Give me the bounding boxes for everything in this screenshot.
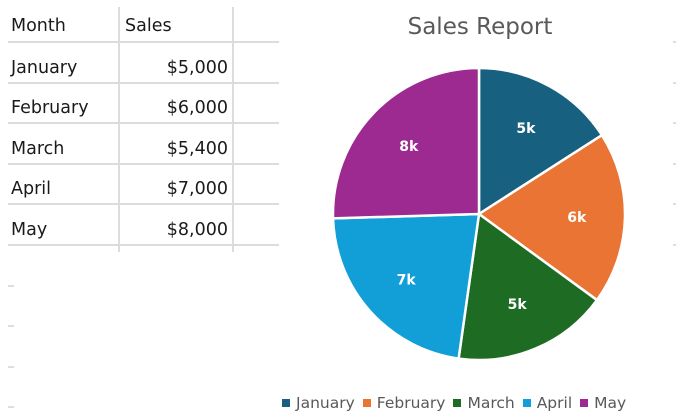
row-tick (8, 325, 14, 327)
pie-slices[interactable] (331, 66, 627, 362)
slice-data-label: 7k (397, 272, 417, 288)
header-month[interactable]: Month (11, 16, 66, 36)
row-tick (8, 366, 14, 368)
legend-swatch-icon (453, 399, 462, 407)
cell-sales[interactable]: $7,000 (166, 179, 228, 199)
cell-sales[interactable]: $6,000 (166, 98, 228, 118)
legend-label: February (376, 394, 446, 412)
legend-item-february[interactable]: February (362, 394, 446, 412)
legend-item-may[interactable]: May (580, 394, 626, 412)
pie-slice-march[interactable] (457, 212, 599, 362)
pie-slice-january[interactable] (477, 66, 604, 216)
pie-slice-april[interactable] (331, 212, 481, 360)
slice-data-label: 5k (516, 121, 536, 137)
row-tick (673, 82, 676, 84)
cell-month[interactable]: February (11, 98, 89, 118)
legend-label: January (296, 394, 355, 412)
row-divider (8, 41, 279, 43)
row-tick (673, 203, 676, 205)
row-tick (673, 163, 676, 165)
column-divider (232, 7, 234, 252)
legend-item-april[interactable]: April (522, 394, 573, 412)
row-tick (8, 285, 14, 287)
slice-data-label: 8k (399, 139, 419, 155)
chart-legend[interactable]: January February March April May (282, 392, 626, 414)
cell-sales[interactable]: $8,000 (166, 220, 228, 240)
row-divider (8, 163, 279, 165)
cell-sales[interactable]: $5,400 (166, 139, 228, 159)
slice-data-label: 5k (508, 297, 528, 313)
row-tick (8, 406, 14, 408)
header-sales[interactable]: Sales (125, 16, 172, 36)
pie-slice-may[interactable] (331, 66, 481, 220)
row-divider (8, 203, 279, 205)
cell-sales[interactable]: $5,000 (166, 58, 228, 78)
legend-label: April (536, 394, 573, 412)
legend-label: March (467, 394, 515, 412)
legend-swatch-icon (362, 399, 371, 407)
legend-label: May (594, 394, 627, 412)
cell-month[interactable]: March (11, 139, 65, 159)
legend-swatch-icon (282, 399, 290, 407)
row-divider (8, 122, 279, 124)
row-divider (8, 244, 279, 246)
row-divider (8, 82, 279, 84)
row-tick (673, 122, 676, 124)
pie-data-labels: 5k 6k 5k 7k 8k (397, 121, 587, 313)
cell-month[interactable]: January (11, 58, 78, 78)
legend-item-january[interactable]: January (282, 394, 355, 412)
cell-month[interactable]: April (11, 179, 51, 199)
legend-swatch-icon (580, 399, 589, 407)
legend-item-march[interactable]: March (453, 394, 515, 412)
pie-slice-february[interactable] (477, 133, 627, 302)
row-tick (673, 41, 676, 43)
chart-title[interactable]: Sales Report (407, 14, 553, 40)
row-tick (673, 244, 676, 246)
slice-data-label: 6k (567, 210, 587, 226)
cell-month[interactable]: May (11, 220, 48, 240)
legend-swatch-icon (522, 399, 531, 407)
column-divider (118, 7, 120, 252)
